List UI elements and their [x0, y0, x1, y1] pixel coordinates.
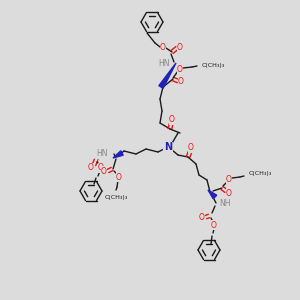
Text: O: O [199, 214, 205, 223]
Text: O: O [211, 220, 217, 230]
Text: O: O [160, 43, 166, 52]
Text: O: O [188, 143, 194, 152]
Text: O: O [226, 175, 232, 184]
Text: O: O [101, 167, 107, 176]
Text: O: O [178, 77, 184, 86]
Text: C(CH₃)₃: C(CH₃)₃ [249, 172, 272, 176]
Text: NH: NH [219, 200, 230, 208]
Text: C(CH₃)₃: C(CH₃)₃ [202, 62, 225, 68]
Text: O: O [116, 172, 122, 182]
Text: N: N [164, 142, 172, 152]
Text: HN: HN [158, 59, 170, 68]
Polygon shape [208, 190, 217, 199]
Text: O: O [177, 64, 183, 74]
Text: O: O [98, 164, 104, 172]
Polygon shape [159, 63, 176, 88]
Text: O: O [226, 188, 232, 197]
Text: C(CH₃)₃: C(CH₃)₃ [104, 194, 128, 200]
Text: HN: HN [97, 149, 108, 158]
Polygon shape [113, 151, 123, 158]
Text: O: O [177, 43, 183, 52]
Text: O: O [169, 116, 175, 124]
Text: O: O [88, 164, 94, 172]
